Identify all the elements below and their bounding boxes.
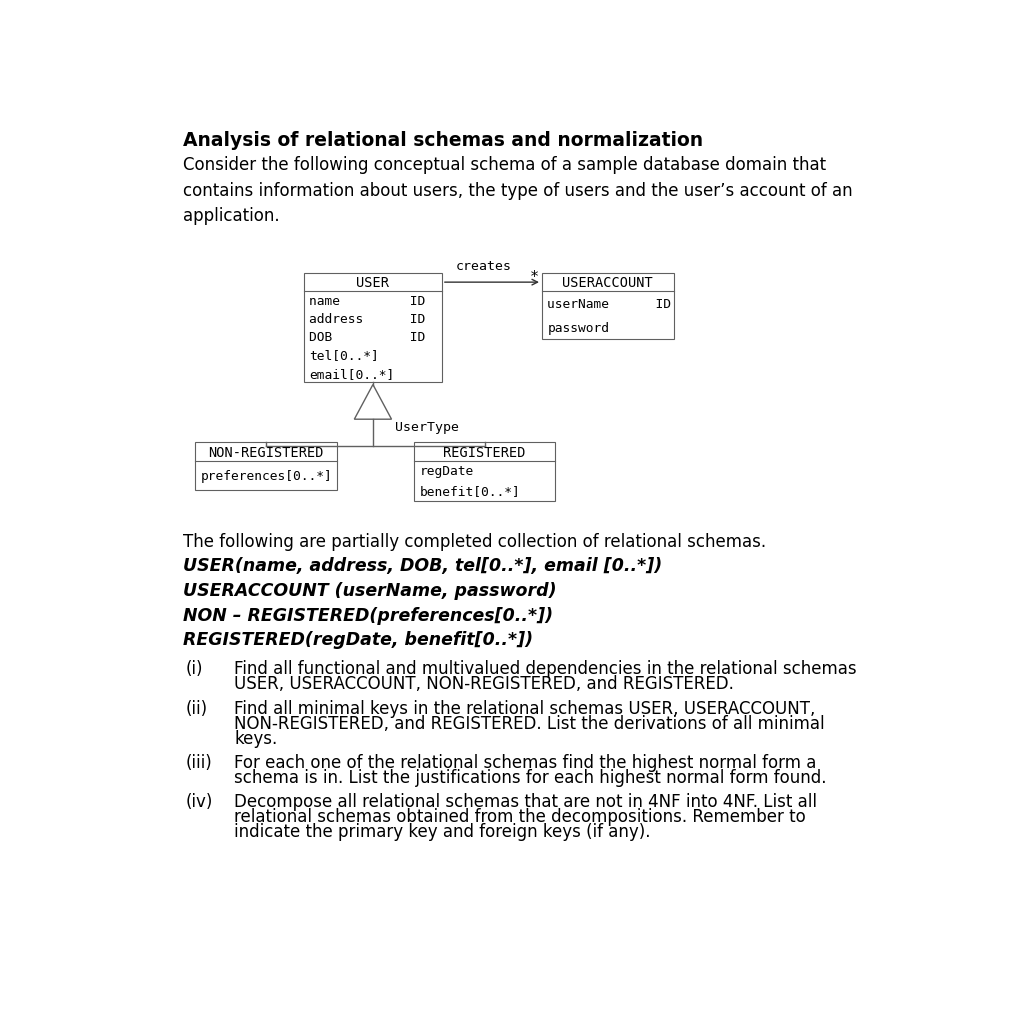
Text: password: password <box>548 321 610 335</box>
Text: address      ID: address ID <box>309 312 426 326</box>
Bar <box>304 274 442 383</box>
Text: DOB          ID: DOB ID <box>309 331 426 344</box>
Text: USERACCOUNT (userName, password): USERACCOUNT (userName, password) <box>183 581 557 600</box>
Text: Decompose all relational schemas that are not in 4NF into 4NF. List all: Decompose all relational schemas that ar… <box>234 793 817 811</box>
Bar <box>542 274 674 340</box>
Text: NON – REGISTERED(preferences[0..*]): NON – REGISTERED(preferences[0..*]) <box>183 606 553 624</box>
Text: relational schemas obtained from the decompositions. Remember to: relational schemas obtained from the dec… <box>234 808 806 825</box>
Text: indicate the primary key and foreign keys (if any).: indicate the primary key and foreign key… <box>234 823 651 840</box>
Text: NON-REGISTERED: NON-REGISTERED <box>209 445 324 459</box>
Text: Find all functional and multivalued dependencies in the relational schemas: Find all functional and multivalued depe… <box>234 660 857 677</box>
Text: NON-REGISTERED, and REGISTERED. List the derivations of all minimal: NON-REGISTERED, and REGISTERED. List the… <box>234 714 825 732</box>
Text: Consider the following conceptual schema of a sample database domain that
contai: Consider the following conceptual schema… <box>183 156 853 225</box>
Text: regDate: regDate <box>419 465 473 478</box>
Text: (iii): (iii) <box>185 753 212 771</box>
Text: benefit[0..*]: benefit[0..*] <box>419 485 520 497</box>
Text: USER(name, address, DOB, tel[0..*], email [0..*]): USER(name, address, DOB, tel[0..*], emai… <box>183 557 663 574</box>
Text: For each one of the relational schemas find the highest normal form a: For each one of the relational schemas f… <box>234 753 816 771</box>
Text: *: * <box>529 270 539 285</box>
Text: UserType: UserType <box>395 421 459 434</box>
Text: Analysis of relational schemas and normalization: Analysis of relational schemas and norma… <box>183 130 703 150</box>
Text: (ii): (ii) <box>185 699 208 717</box>
Text: preferences[0..*]: preferences[0..*] <box>201 469 333 482</box>
Text: REGISTERED(regDate, benefit[0..*]): REGISTERED(regDate, benefit[0..*]) <box>183 631 533 648</box>
Text: name         ID: name ID <box>309 294 426 307</box>
Bar <box>195 443 337 490</box>
Text: USER: USER <box>356 276 390 290</box>
Text: keys.: keys. <box>234 729 278 747</box>
Text: creates: creates <box>456 260 512 272</box>
Bar <box>414 443 555 501</box>
Text: USERACCOUNT: USERACCOUNT <box>562 276 654 290</box>
Text: USER, USERACCOUNT, NON-REGISTERED, and REGISTERED.: USER, USERACCOUNT, NON-REGISTERED, and R… <box>234 674 734 693</box>
Text: tel[0..*]: tel[0..*] <box>309 349 379 362</box>
Text: (i): (i) <box>185 660 203 677</box>
Text: REGISTERED: REGISTERED <box>443 445 525 459</box>
Text: Find all minimal keys in the relational schemas USER, USERACCOUNT,: Find all minimal keys in the relational … <box>234 699 815 717</box>
Text: userName      ID: userName ID <box>548 297 671 310</box>
Text: The following are partially completed collection of relational schemas.: The following are partially completed co… <box>183 533 767 551</box>
Text: schema is in. List the justifications for each highest normal form found.: schema is in. List the justifications fo… <box>234 768 827 787</box>
Text: email[0..*]: email[0..*] <box>309 367 395 380</box>
Text: (iv): (iv) <box>185 793 213 811</box>
